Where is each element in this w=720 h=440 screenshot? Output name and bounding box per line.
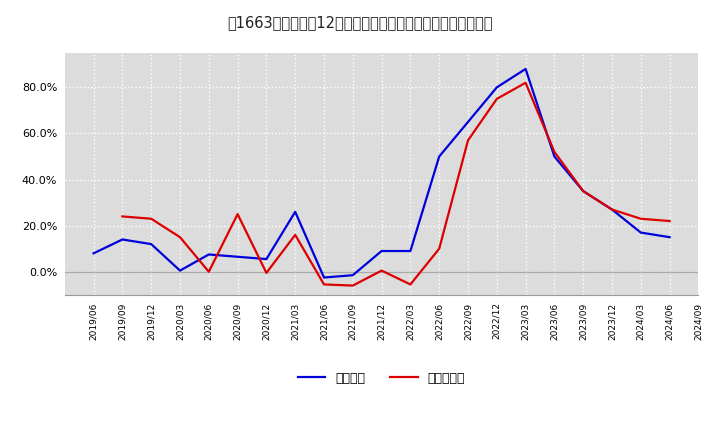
当期純利益 [492, 96, 501, 102]
当期純利益 [291, 232, 300, 238]
経常利益 [348, 272, 357, 278]
当期純利益 [579, 188, 588, 194]
経常利益 [262, 257, 271, 262]
当期純利益 [147, 216, 156, 221]
経常利益 [320, 275, 328, 280]
当期純利益 [608, 207, 616, 212]
当期純利益 [665, 218, 674, 224]
経常利益 [89, 251, 98, 256]
当期純利益 [550, 149, 559, 154]
当期純利益 [348, 283, 357, 288]
経常利益 [521, 66, 530, 72]
経常利益 [377, 248, 386, 253]
経常利益 [147, 242, 156, 247]
経常利益 [665, 235, 674, 240]
経常利益 [406, 248, 415, 253]
経常利益 [176, 268, 184, 273]
Legend: 経常利益, 当期純利益: 経常利益, 当期純利益 [293, 367, 470, 390]
経常利益 [435, 154, 444, 159]
当期純利益 [204, 269, 213, 275]
Line: 経常利益: 経常利益 [94, 69, 670, 278]
当期純利益 [464, 138, 472, 143]
Line: 当期純利益: 当期純利益 [122, 83, 670, 286]
当期純利益 [320, 282, 328, 287]
経常利益 [579, 188, 588, 194]
Text: ［1663］　利益の12か月移動合計の対前年同期増減率の推移: ［1663］ 利益の12か月移動合計の対前年同期増減率の推移 [228, 15, 492, 30]
経常利益 [233, 254, 242, 260]
経常利益 [291, 209, 300, 214]
当期純利益 [377, 268, 386, 273]
当期純利益 [406, 282, 415, 287]
当期純利益 [435, 246, 444, 251]
経常利益 [492, 85, 501, 90]
当期純利益 [521, 80, 530, 85]
経常利益 [608, 207, 616, 212]
経常利益 [550, 154, 559, 159]
当期純利益 [262, 270, 271, 275]
当期純利益 [118, 214, 127, 219]
当期純利益 [176, 235, 184, 240]
経常利益 [636, 230, 645, 235]
当期純利益 [233, 212, 242, 217]
経常利益 [118, 237, 127, 242]
当期純利益 [636, 216, 645, 221]
経常利益 [204, 252, 213, 257]
経常利益 [464, 119, 472, 125]
